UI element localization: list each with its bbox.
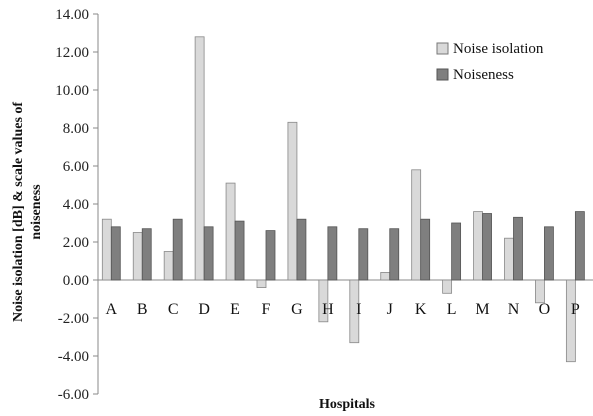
y-tick-label: 8.00 (63, 121, 89, 137)
category-label: B (137, 301, 148, 318)
y-tick-label: -4.00 (58, 349, 89, 365)
bar-noise-isolation-O (535, 279, 545, 304)
bar-noiseness-L (451, 222, 462, 281)
bar-noise-isolation-E (225, 182, 236, 281)
bar-noiseness-A (110, 226, 121, 281)
bar-noiseness-C (172, 218, 183, 281)
category-label: K (415, 301, 427, 318)
bar-noise-isolation-K (411, 169, 422, 281)
bar-noise-isolation-J (380, 271, 391, 281)
bar-noiseness-K (420, 218, 431, 281)
bar-noiseness-D (203, 226, 214, 281)
category-label: G (291, 301, 303, 318)
category-label: L (447, 301, 457, 318)
bar-noise-isolation-B (132, 232, 143, 281)
y-axis-ticks: -6.00 -4.00 -2.00 0.00 2.00 4.00 6.00 8.00 10.00… (55, 7, 98, 403)
y-tick-label: 10.00 (55, 83, 89, 99)
category-label: M (475, 301, 489, 318)
y-axis-title-line-1: Noise isolation [dB] & scale values of (11, 102, 26, 322)
category-label: H (322, 301, 334, 318)
bar-noise-isolation-D (194, 36, 205, 281)
bar-noiseness-O (544, 226, 554, 281)
legend-label-noiseness: Noiseness (453, 67, 514, 83)
bar-noise-isolation-F (256, 279, 267, 288)
bar-noiseness-N (513, 216, 523, 281)
legend: Noise isolation Noiseness (436, 41, 544, 83)
category-label: J (387, 301, 393, 318)
y-tick-label: -2.00 (58, 311, 89, 327)
category-labels: A B C D E F G H I J K L M N O P (106, 301, 580, 318)
bar-noiseness-F (265, 230, 276, 281)
y-tick-label: 2.00 (63, 235, 89, 251)
y-tick-label: 6.00 (63, 159, 89, 175)
category-label: P (571, 301, 580, 318)
x-axis-title: Hospitals (319, 397, 376, 412)
category-label: D (198, 301, 210, 318)
y-tick-label: -6.00 (58, 387, 89, 403)
category-label: I (356, 301, 361, 318)
bar-noise-isolation-N (504, 237, 514, 281)
bar-noise-isolation-C (163, 251, 174, 281)
bar-noiseness-E (234, 220, 245, 281)
y-tick-label: 4.00 (63, 197, 89, 213)
category-label: O (539, 301, 551, 318)
bar-noise-isolation-L (442, 279, 453, 294)
category-label: F (262, 301, 271, 318)
bar-noiseness-B (141, 228, 152, 281)
bar-noiseness-I (358, 228, 369, 281)
legend-swatch-noise-isolation (436, 42, 449, 55)
y-axis-title-line-2: noiseness (29, 184, 44, 240)
bar-noise-isolation-P (565, 279, 576, 363)
bar-noiseness-H (327, 226, 338, 281)
bar-noiseness-G (296, 218, 307, 281)
y-axis-title: Noise isolation [dB] & scale values of n… (11, 102, 44, 322)
y-tick-label: 12.00 (55, 45, 89, 61)
y-tick-label: 14.00 (55, 7, 89, 23)
category-label: A (106, 301, 118, 318)
bar-noise-isolation-A (101, 218, 112, 281)
category-label: C (168, 301, 179, 318)
bar-noise-isolation-M (473, 211, 483, 281)
legend-swatch-noiseness (436, 68, 449, 81)
bar-noise-isolation-I (349, 279, 360, 344)
category-label: N (508, 301, 520, 318)
bar-noise-isolation-H (318, 279, 329, 323)
bar-noiseness-J (389, 228, 400, 281)
bar-noise-isolation-G (287, 121, 298, 281)
y-tick-label: 0.00 (63, 273, 89, 289)
bar-noiseness-P (574, 211, 585, 281)
bar-noiseness-M (482, 213, 492, 281)
bars (101, 36, 585, 363)
legend-label-noise-isolation: Noise isolation (453, 41, 544, 57)
category-label: E (230, 301, 240, 318)
